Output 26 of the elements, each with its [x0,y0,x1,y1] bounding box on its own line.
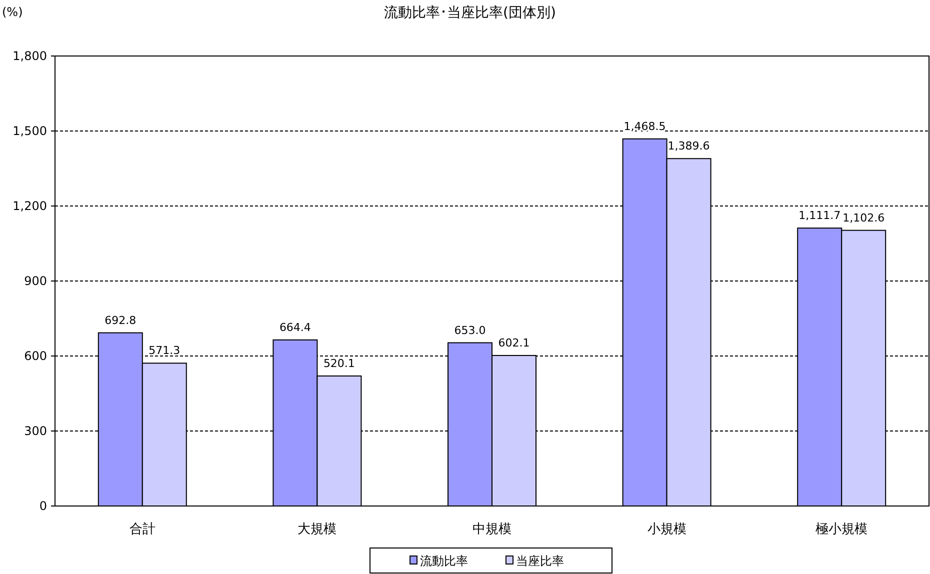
y-tick-label: 900 [24,274,47,288]
data-label: 692.8 [104,314,136,327]
x-tick-label: 極小規模 [816,522,868,537]
x-tick-label: 小規模 [647,522,686,537]
data-label: 1,389.6 [668,140,710,153]
y-axis-title: (%) [2,5,23,19]
data-label: 1,468.5 [624,120,666,133]
legend-label: 流動比率 [420,554,468,568]
data-label: 664.4 [279,320,311,334]
chart-title: 流動比率･当座比率(団体別) [384,5,556,21]
data-label: 1,111.7 [798,209,841,222]
x-tick-label: 大規模 [298,522,337,537]
y-tick-label: 300 [24,424,47,438]
legend-label: 当座比率 [516,554,564,568]
data-label: 520.1 [323,356,355,370]
y-tick-label: 1,200 [12,199,47,213]
y-tick-label: 0 [39,499,47,513]
data-label: 1,102.6 [842,211,885,224]
y-tick-label: 1,500 [12,124,47,138]
data-label: 653.0 [454,324,486,337]
data-label: 571.3 [148,344,180,358]
y-tick-label: 1,800 [12,49,47,63]
x-tick-label: 中規模 [472,522,512,537]
y-tick-label: 600 [24,349,47,363]
data-label: 602.1 [498,336,530,350]
x-tick-label: 合計 [129,522,156,537]
